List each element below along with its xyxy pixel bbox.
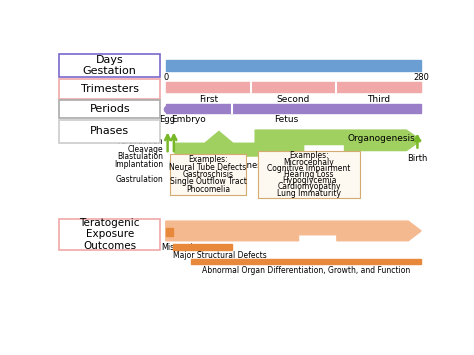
Text: Third: Third [367, 95, 390, 104]
Text: Implantation: Implantation [114, 160, 163, 169]
Text: Organogenesis: Organogenesis [347, 135, 415, 143]
Text: Primary Morphogenesis: Primary Morphogenesis [169, 161, 269, 170]
Text: Birth: Birth [407, 154, 428, 163]
Polygon shape [255, 130, 421, 151]
Text: Trimesters: Trimesters [81, 84, 139, 94]
Text: Fertilization: Fertilization [118, 137, 163, 146]
Polygon shape [173, 223, 196, 240]
Bar [191, 258, 421, 264]
Text: Phocomelia: Phocomelia [186, 185, 230, 194]
Text: First: First [199, 95, 218, 104]
Text: Cognitive Impairment: Cognitive Impairment [267, 164, 351, 173]
Text: Phases: Phases [90, 126, 129, 136]
FancyBboxPatch shape [59, 79, 160, 99]
Text: Days
Gestation: Days Gestation [83, 55, 137, 76]
FancyBboxPatch shape [59, 54, 160, 77]
Text: Major Structural Defects: Major Structural Defects [173, 251, 267, 260]
FancyBboxPatch shape [170, 154, 246, 195]
Bar [166, 60, 421, 71]
Text: Fetus: Fetus [273, 115, 298, 124]
Text: Hypoglycemia: Hypoglycemia [282, 176, 336, 185]
Text: Examples:: Examples: [289, 152, 329, 160]
Text: Lung Immaturity: Lung Immaturity [277, 189, 341, 197]
Text: Teratogenic
Exposure
Outcomes: Teratogenic Exposure Outcomes [80, 218, 140, 251]
Text: Blastulation: Blastulation [117, 152, 163, 161]
Text: Gastroschisis: Gastroschisis [182, 170, 234, 179]
Polygon shape [175, 131, 263, 156]
Text: Gastrulation: Gastrulation [116, 175, 163, 184]
Polygon shape [166, 221, 421, 241]
FancyBboxPatch shape [59, 120, 160, 143]
Text: Miscarriage: Miscarriage [162, 243, 208, 252]
Text: Hearing Loss: Hearing Loss [284, 170, 334, 179]
Bar [166, 82, 421, 92]
Bar [166, 229, 173, 236]
FancyBboxPatch shape [258, 151, 360, 198]
Text: Egg: Egg [159, 115, 175, 124]
Text: 280: 280 [413, 73, 429, 82]
FancyBboxPatch shape [59, 100, 160, 118]
Text: Single Outflow Tract: Single Outflow Tract [170, 178, 246, 186]
Text: Embryo: Embryo [172, 115, 206, 124]
Text: Abnormal Organ Differentiation, Growth, and Function: Abnormal Organ Differentiation, Growth, … [202, 266, 410, 275]
Text: 0: 0 [163, 73, 168, 82]
Bar [173, 244, 232, 250]
FancyBboxPatch shape [59, 219, 160, 250]
Bar [166, 104, 421, 113]
Text: Second: Second [277, 95, 310, 104]
Text: Neural Tube Defects: Neural Tube Defects [169, 163, 246, 171]
Text: Examples:: Examples: [188, 155, 228, 164]
Text: Cleavage: Cleavage [128, 144, 163, 154]
Text: Cardiomyopathy: Cardiomyopathy [277, 182, 341, 191]
Text: Microcephaly: Microcephaly [283, 158, 335, 166]
Text: Periods: Periods [90, 104, 130, 114]
